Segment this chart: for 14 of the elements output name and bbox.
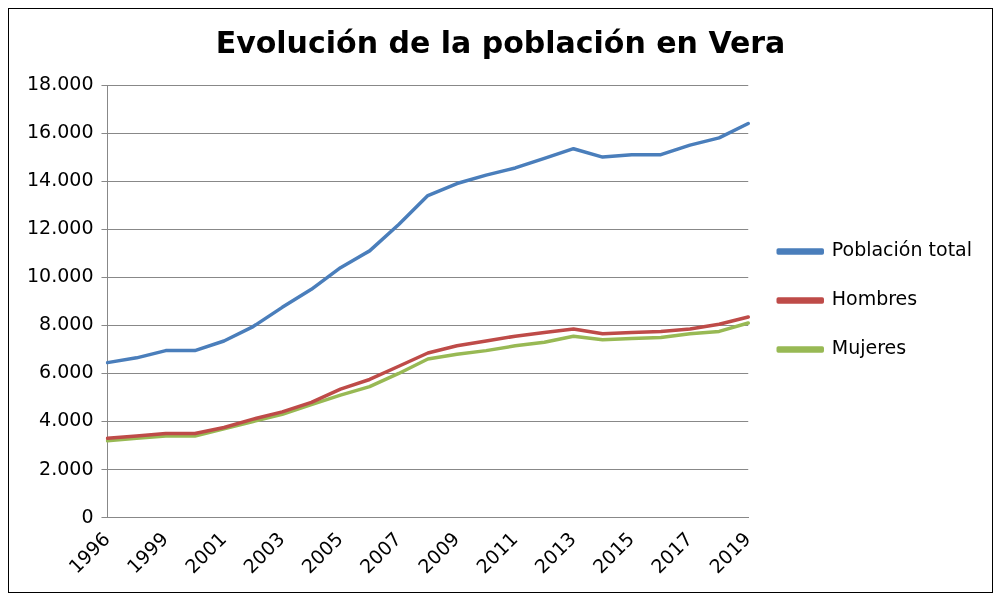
y-tick-label: 16.000 <box>27 120 94 143</box>
legend-label: Mujeres <box>831 336 907 359</box>
y-tick-label: 18.000 <box>27 71 94 94</box>
y-tick-label: 0 <box>81 504 94 527</box>
y-tick-label: 12.000 <box>27 216 94 239</box>
chart-title: Evolución de la población en Vera <box>215 24 786 60</box>
y-tick-label: 6.000 <box>39 360 94 383</box>
y-tick-label: 2.000 <box>39 456 94 479</box>
y-tick-label: 10.000 <box>27 264 94 287</box>
y-tick-label: 14.000 <box>27 168 94 191</box>
legend-label: Población total <box>831 238 972 261</box>
y-tick-label: 8.000 <box>39 312 94 335</box>
legend-label: Hombres <box>831 287 918 310</box>
y-tick-label: 4.000 <box>39 408 94 431</box>
